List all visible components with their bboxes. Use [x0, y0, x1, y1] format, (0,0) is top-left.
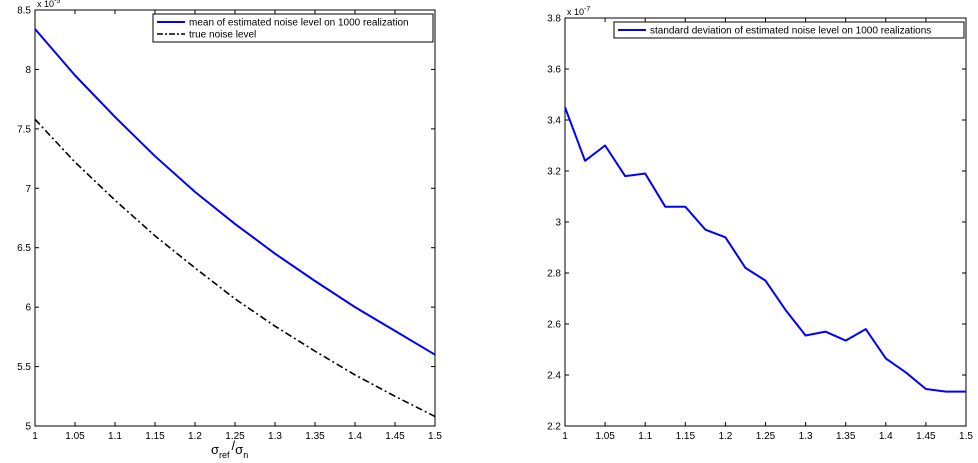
y-tick-label: 3.4 [547, 116, 561, 127]
x-tick-label: 1.2 [718, 431, 732, 442]
y-tick-label: 2.6 [547, 320, 561, 331]
right-chart: 1 1.05 1.1 1.15 1.2 1.25 1.3 1.35 1.4 1.45 1.5 2.2 2… [547, 6, 973, 442]
x-axis-label-sigma2: σ [235, 442, 243, 457]
legend-box [613, 21, 965, 39]
x-tick-label: 1.1 [108, 431, 122, 442]
y-multiplier-base: x 10 [37, 0, 54, 9]
y-tick-label: 5.5 [17, 362, 31, 373]
x-tick-label: 1 [32, 431, 38, 442]
y-tick-label: 3.6 [547, 65, 561, 76]
y-tick-label: 3.8 [547, 14, 561, 25]
x-tick-label: 1.2 [188, 431, 202, 442]
series-line-0 [34, 28, 436, 356]
legend-label: mean of estimated noise level on 1000 re… [189, 18, 409, 29]
y-tick-label: 2.4 [547, 371, 561, 382]
legend-label: true noise level [189, 30, 256, 41]
x-tick-label: 1.25 [756, 431, 776, 442]
x-tick-label: 1.35 [305, 431, 325, 442]
x-tick-label: 1.3 [799, 431, 813, 442]
x-tick-label: 1.1 [638, 431, 652, 442]
y-multiplier-base: x 10 [567, 7, 584, 17]
x-tick-label: 1.4 [348, 431, 362, 442]
x-axis-label: σref/σn [211, 438, 248, 460]
y-tick-label: 2.2 [547, 422, 561, 433]
x-tick-label: 1.05 [595, 431, 615, 442]
series-line-1 [34, 118, 436, 418]
legend-label: standard deviation of estimated noise le… [650, 26, 931, 37]
y-multiplier-exponent: -5 [54, 0, 60, 5]
y-tick-label: 3.2 [547, 167, 561, 178]
y-tick-label: 8 [25, 65, 31, 76]
x-tick-label: 1.15 [145, 431, 165, 442]
left-chart: 1 1.05 1.1 1.15 1.2 1.25 1.3 1.35 1.4 1.45 1.5 5 5.5… [17, 0, 442, 460]
x-tick-label: 1.35 [836, 431, 856, 442]
x-axis-label-slash: / [232, 438, 236, 453]
y-tick-label: 8.5 [17, 6, 31, 17]
legend: mean of estimated noise level on 1000 re… [152, 13, 434, 43]
x-tick-label: 1.05 [65, 431, 85, 442]
x-tick-label: 1.4 [879, 431, 893, 442]
series-line-0 [564, 106, 966, 393]
x-axis-label-sub1: ref [219, 450, 230, 460]
y-multiplier: x 10-7 [567, 6, 590, 17]
y-tick-label: 6 [25, 303, 31, 314]
x-tick-label: 1.25 [225, 431, 245, 442]
x-tick-label: 1.45 [916, 431, 936, 442]
x-tick-label: 1.3 [268, 431, 282, 442]
y-multiplier-exponent: -7 [584, 6, 590, 13]
legend-box [152, 13, 434, 43]
y-tick-label: 7.5 [17, 124, 31, 135]
x-tick-label: 1.5 [428, 431, 442, 442]
x-tick-label: 1.45 [385, 431, 405, 442]
plot-area [34, 9, 436, 427]
y-tick-label: 7 [25, 184, 31, 195]
y-tick-label: 5 [25, 422, 31, 433]
x-tick-label: 1.5 [959, 431, 973, 442]
plot-area [564, 17, 967, 427]
legend: standard deviation of estimated noise le… [613, 21, 965, 39]
y-tick-label: 3 [555, 218, 561, 229]
x-tick-label: 1.15 [676, 431, 696, 442]
x-axis-label-sigma1: σ [211, 442, 219, 457]
x-axis-label-sub2: n [243, 450, 248, 460]
y-tick-label: 6.5 [17, 243, 31, 254]
x-tick-label: 1 [562, 431, 568, 442]
y-multiplier: x 10-5 [37, 0, 60, 9]
y-tick-label: 2.8 [547, 269, 561, 280]
